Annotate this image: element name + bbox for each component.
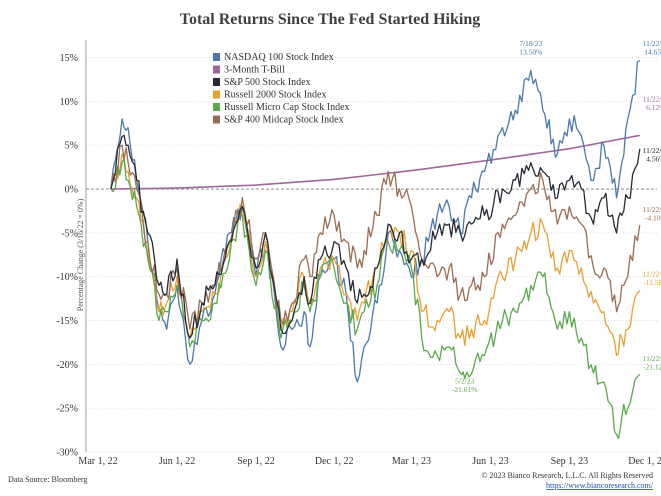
series-line	[110, 157, 641, 440]
gridlines	[86, 57, 657, 453]
series-line	[110, 134, 641, 339]
legend-swatch	[213, 115, 220, 124]
y-tick-label: -5%	[61, 228, 78, 239]
series-line	[110, 60, 641, 383]
legend-swatch	[213, 53, 220, 61]
website-link[interactable]: https://www.biancoresearch.com/	[546, 481, 654, 490]
x-tick-label: Jun 1, 22	[159, 456, 195, 467]
y-tick-label: -10%	[56, 272, 78, 283]
legend-swatch	[213, 90, 220, 99]
y-tick-label: 15%	[60, 53, 78, 64]
data-source: Data Source: Bloomberg	[8, 475, 87, 484]
legend-label: S&P 400 Midcap Stock Index	[224, 115, 344, 126]
series-lines	[110, 60, 641, 440]
x-tick-label: Sep 1, 23	[551, 456, 589, 467]
axes: 15%10%5%0%-5%-10%-15%-20%-25%-30%Mar 1, …	[56, 40, 661, 467]
legend-label: Russell 2000 Stock Index	[224, 90, 327, 101]
legend-swatch	[213, 78, 220, 86]
legend-label: NASDAQ 100 Stock Index	[224, 52, 334, 63]
annotation-label: 11/22/23-21.12%	[643, 354, 661, 372]
y-tick-label: -15%	[56, 316, 78, 327]
y-tick-label: -20%	[56, 360, 78, 371]
x-tick-label: Dec 1, 23	[628, 456, 661, 467]
x-tick-label: Mar 1, 22	[78, 456, 117, 467]
y-axis-label: Percentage Change (3/16/22 = 0%)	[76, 198, 85, 311]
y-tick-label: 5%	[65, 141, 78, 152]
y-tick-label: -25%	[56, 404, 78, 415]
x-tick-label: Dec 1, 22	[315, 456, 354, 467]
annotation-label: 7/18/23 13.50%	[519, 39, 542, 57]
chart-title: Total Returns Since The Fed Started Hiki…	[180, 11, 480, 28]
y-tick-label: 10%	[60, 97, 78, 108]
x-tick-label: Jun 1, 23	[472, 456, 508, 467]
x-tick-label: Mar 1, 23	[392, 456, 431, 467]
series-line	[110, 134, 640, 190]
x-tick-label: Sep 1, 22	[237, 456, 275, 467]
annotation-label: 11/22/2314.65%	[643, 39, 661, 57]
annotation-label: 11/22/236.12%	[643, 94, 661, 112]
legend-swatch	[213, 65, 220, 74]
annotation-label: 11/22/23-11.58%	[643, 270, 661, 288]
annotation-label: 5/2/23 -21.61%	[452, 377, 478, 395]
legend-label: Russell Micro Cap Stock Index	[224, 102, 350, 113]
annotation-label: 11/22/234.56%	[643, 146, 661, 164]
legend-label: S&P 500 Stock Index	[224, 77, 311, 88]
legend-label: 3-Month T-Bill	[224, 65, 285, 76]
annotation-label: 11/22/23-4.10%	[643, 205, 661, 223]
legend-swatch	[213, 103, 220, 111]
y-tick-label: -30%	[56, 448, 78, 459]
copyright: © 2023 Bianco Research, L.L.C. All Right…	[481, 471, 653, 480]
y-tick-label: 0%	[65, 185, 78, 196]
